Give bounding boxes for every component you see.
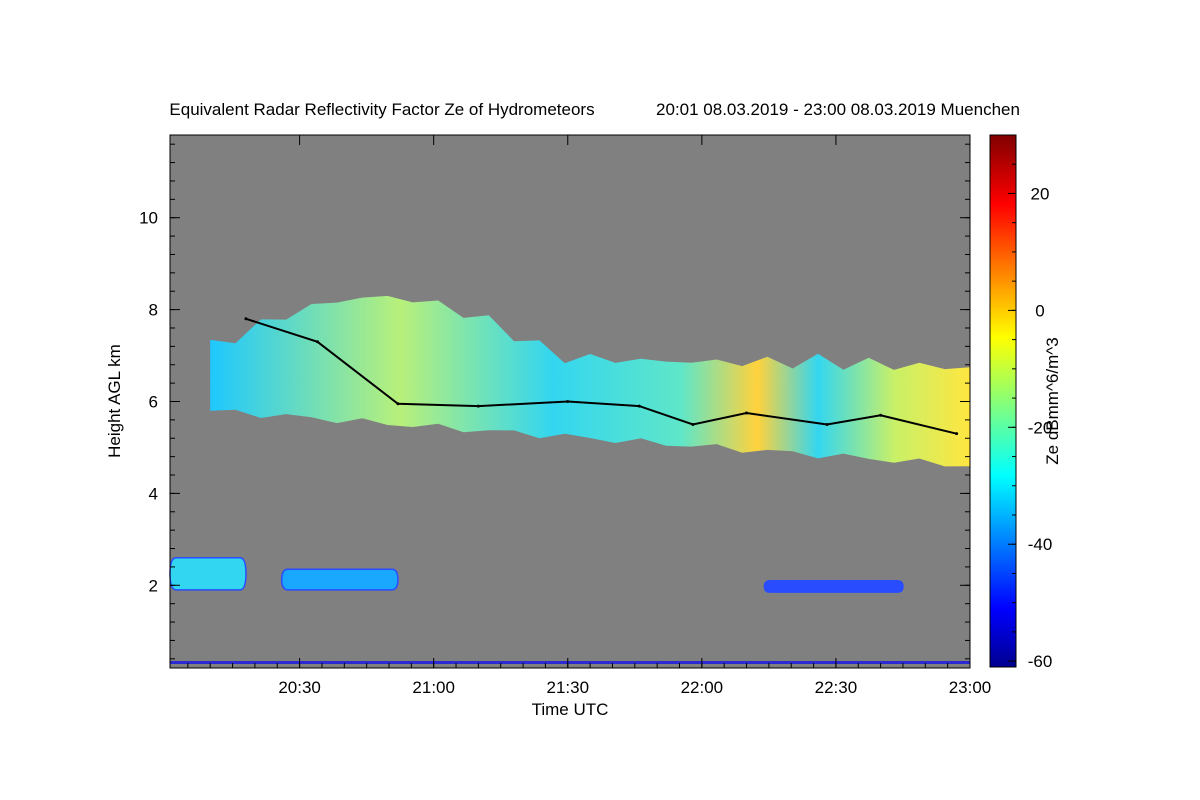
reflectivity-region (280, 568, 399, 591)
cloud-base-point (955, 432, 959, 436)
x-tick-label: 22:00 (681, 678, 724, 697)
colorbar-tick-label: 20 (1031, 184, 1050, 203)
reflectivity-region (763, 579, 904, 593)
chart-period: 20:01 08.03.2019 - 23:00 08.03.2019 Muen… (656, 100, 1020, 119)
y-tick-label: 10 (139, 209, 158, 228)
y-tick-label: 8 (149, 301, 158, 320)
y-axis-label: Height AGL km (105, 344, 124, 458)
y-tick-label: 6 (149, 393, 158, 412)
x-tick-label: 21:30 (546, 678, 589, 697)
reflectivity-region (169, 556, 247, 591)
y-axis: 2 4 6 8 10 (139, 143, 970, 660)
reflectivity-regions (169, 295, 970, 593)
ground-strip (170, 661, 970, 664)
cloud-base-point (825, 422, 829, 426)
colorbar-tick-label: -40 (1028, 535, 1053, 554)
cloud-base-point (396, 402, 400, 406)
cloud-base-point (566, 400, 570, 403)
x-tick-label: 20:30 (278, 678, 321, 697)
y-tick-label: 2 (149, 576, 158, 595)
cloud-base-point (745, 411, 749, 415)
y-tick-label: 4 (149, 484, 158, 503)
colorbar-axis: -60 -40 -20 0 20 (1008, 134, 1053, 671)
x-axis: 20:30 21:00 21:30 22:00 22:30 23:00 (187, 135, 992, 697)
x-tick-label: 21:00 (412, 678, 455, 697)
colorbar-label: Ze dBmm^6/m^3 (1043, 337, 1062, 464)
cloud-base-point (476, 404, 480, 408)
x-tick-label: 23:00 (949, 678, 992, 697)
x-tick-label: 22:30 (815, 678, 858, 697)
cloud-base-line (244, 317, 959, 436)
reflectivity-region (210, 295, 970, 467)
colorbar-tick-label: -60 (1028, 652, 1053, 671)
x-axis-label: Time UTC (532, 700, 609, 719)
cloud-base-point (315, 340, 319, 344)
colorbar-tick-label: 0 (1035, 301, 1044, 320)
cloud-base-point (691, 422, 695, 426)
cloud-base-point (879, 413, 883, 417)
cloud-base-point (244, 317, 248, 321)
colorbar-tick-label: -20 (1028, 418, 1053, 437)
chart-title: Equivalent Radar Reflectivity Factor Ze … (169, 100, 594, 119)
cloud-base-point (637, 404, 641, 408)
colorbar (989, 134, 1017, 668)
